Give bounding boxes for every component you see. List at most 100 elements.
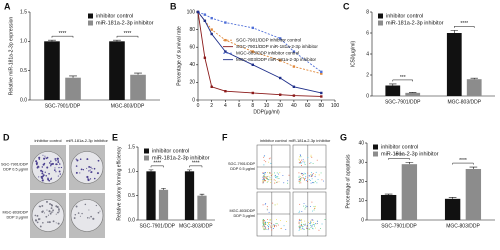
event-dot xyxy=(268,158,270,160)
colony xyxy=(50,160,52,162)
event-dot xyxy=(304,224,306,226)
event-dot xyxy=(311,219,313,221)
x-tick-label: 8 xyxy=(251,103,254,109)
colony xyxy=(56,157,59,160)
colony xyxy=(87,178,90,182)
event-dot xyxy=(264,180,265,182)
event-dot xyxy=(323,180,324,182)
event-dot xyxy=(314,207,316,209)
event-dot xyxy=(313,225,315,227)
event-dot xyxy=(311,224,313,226)
row-label: DDP 0.5 μg/ml xyxy=(3,168,28,172)
event-dot xyxy=(270,227,272,229)
event-dot xyxy=(274,174,276,176)
point xyxy=(292,50,296,53)
event-dot xyxy=(264,223,266,225)
y-tick-label: 60 xyxy=(189,45,195,51)
column-label: miR-181a-2-3p inhibitor xyxy=(289,138,331,143)
colony xyxy=(76,159,79,162)
event-dot xyxy=(303,202,305,204)
x-tick-label: 10 xyxy=(264,103,270,109)
legend-label: SGC-7901/DDP miR-181a-2-3p inhibitor xyxy=(236,44,318,49)
event-dot xyxy=(298,175,300,177)
significance-bracket xyxy=(388,158,410,160)
event-dot xyxy=(265,203,267,205)
colony xyxy=(41,166,44,168)
event-dot xyxy=(276,176,278,178)
event-dot xyxy=(262,177,264,179)
significance-bracket xyxy=(51,35,74,38)
event-dot xyxy=(310,222,311,224)
event-dot xyxy=(280,228,282,229)
bar xyxy=(466,79,482,96)
event-dot xyxy=(263,178,265,180)
event-dot xyxy=(313,209,315,211)
event-dot xyxy=(263,159,265,161)
event-dot xyxy=(311,225,313,227)
event-dot xyxy=(300,219,302,220)
event-dot xyxy=(305,205,307,207)
point xyxy=(210,32,213,36)
event-dot xyxy=(272,228,274,229)
y-tick-label: 20 xyxy=(358,179,364,185)
colony xyxy=(36,221,39,224)
colony xyxy=(75,205,78,208)
event-dot xyxy=(311,227,313,229)
event-dot xyxy=(312,228,314,230)
y-tick-label: 20 xyxy=(189,80,195,86)
colony xyxy=(58,170,61,173)
event-dot xyxy=(274,172,275,174)
colony xyxy=(51,204,54,207)
y-tick-label: 100 xyxy=(187,9,196,15)
point xyxy=(203,13,207,16)
colony xyxy=(42,210,44,213)
legend-swatch xyxy=(373,144,378,150)
event-dot xyxy=(277,224,279,226)
column-label: miR-181a-2-3p inhibitor xyxy=(66,138,108,143)
event-dot xyxy=(262,221,264,223)
error-bar xyxy=(409,92,417,93)
event-dot xyxy=(310,154,312,156)
event-dot xyxy=(301,227,303,229)
event-dot xyxy=(314,223,316,225)
bar xyxy=(109,41,125,100)
colony xyxy=(47,221,49,223)
event-dot xyxy=(262,219,264,221)
event-dot xyxy=(302,225,304,227)
event-dot xyxy=(302,228,304,230)
column-label: inhibitor control xyxy=(34,138,61,143)
event-dot xyxy=(308,228,310,230)
event-dot xyxy=(315,205,316,207)
colony xyxy=(96,172,99,175)
event-dot xyxy=(316,182,318,184)
colony xyxy=(42,221,44,224)
event-dot xyxy=(266,177,268,179)
event-dot xyxy=(306,226,308,228)
event-dot xyxy=(268,175,270,177)
event-dot xyxy=(267,172,268,174)
event-dot xyxy=(303,174,305,176)
error-bar xyxy=(148,169,154,172)
row-label: DDP 0.5 μg/ml xyxy=(230,167,255,171)
colony xyxy=(55,205,58,208)
y-tick-label: 0 xyxy=(192,97,195,103)
event-dot xyxy=(288,174,290,176)
colony xyxy=(36,162,39,164)
event-dot xyxy=(269,172,271,174)
event-dot xyxy=(263,225,265,227)
colony xyxy=(89,217,91,219)
event-dot xyxy=(311,173,313,175)
x-tick-label: SGC-7901/DDP xyxy=(385,99,421,105)
y-tick-label: 6 xyxy=(366,30,369,36)
event-dot xyxy=(310,156,312,158)
colony xyxy=(34,219,37,221)
event-dot xyxy=(276,172,278,174)
colony xyxy=(91,168,93,170)
event-dot xyxy=(307,176,309,178)
colony xyxy=(52,209,55,212)
event-dot xyxy=(310,220,312,222)
event-dot xyxy=(298,221,300,223)
y-tick-label: 2 xyxy=(366,72,369,78)
event-dot xyxy=(309,175,311,177)
